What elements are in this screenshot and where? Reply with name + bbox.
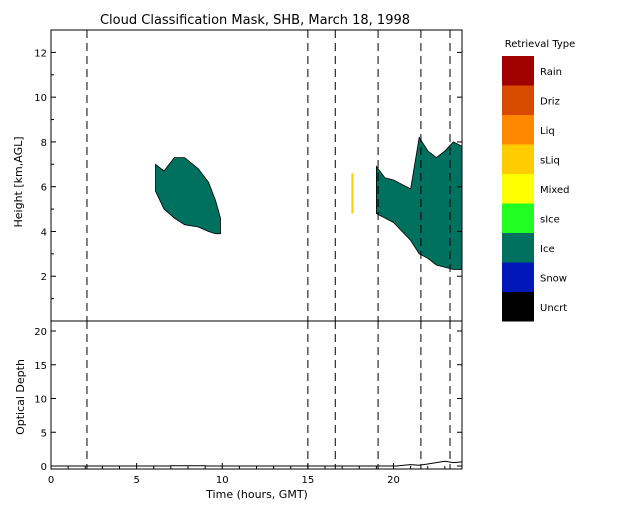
legend-items: Rain Driz Liq sLiq Mixed sIce Ice Snow Uncrt — [502, 56, 570, 322]
height-tick-label: 10 — [34, 93, 47, 104]
optical-depth-tick-label: 0 — [41, 462, 47, 473]
optical-depth-ticks: 0 5 10 15 20 — [34, 327, 462, 473]
legend-swatch-driz — [502, 85, 534, 115]
time-tick-label: 10 — [216, 475, 229, 486]
legend-swatch-sice — [502, 203, 534, 233]
legend-label-mixed: Mixed — [540, 185, 570, 196]
bottom-panel: 0 5 10 15 20 0 5 10 15 20 Optical Depth Time (ho… — [14, 320, 463, 501]
height-tick-label: 6 — [41, 183, 47, 194]
chart-title: Cloud Classification Mask, SHB, March 18… — [100, 13, 410, 28]
optical-depth-tick-label: 10 — [34, 395, 47, 406]
optical-depth-tick-label: 5 — [41, 428, 47, 439]
legend-label-sliq: sLiq — [540, 155, 560, 166]
height-ticks: 2 4 6 8 10 12 — [34, 48, 462, 300]
vertical-dashed-lines — [86, 30, 451, 321]
time-ticks: 0 5 10 15 20 — [48, 463, 446, 486]
legend-swatch-liq — [502, 115, 534, 145]
legend-label-ice: Ice — [540, 244, 555, 255]
legend-swatch-ice — [502, 233, 534, 263]
time-tick-label: 15 — [302, 475, 315, 486]
time-tick-label: 5 — [133, 475, 139, 486]
height-tick-label: 4 — [41, 227, 47, 238]
time-tick-label: 20 — [387, 475, 400, 486]
height-tick-label: 2 — [41, 272, 47, 283]
legend-label-driz: Driz — [540, 96, 560, 107]
legend-label-rain: Rain — [540, 67, 562, 78]
cloud-region-ice-0 — [155, 157, 221, 235]
legend-label-snow: Snow — [540, 273, 567, 284]
legend-label-liq: Liq — [540, 126, 555, 137]
optical-depth-line — [51, 460, 463, 467]
optical-depth-axis-label: Optical Depth — [14, 359, 27, 435]
legend-swatch-sliq — [502, 144, 534, 174]
optical-depth-tick-label: 20 — [34, 327, 47, 338]
time-tick-label: 0 — [48, 475, 54, 486]
legend: Retrieval Type Rain Driz Liq sLiq Mixed sIce I… — [502, 39, 575, 322]
legend-swatch-uncrt — [502, 292, 534, 322]
legend-swatch-rain — [502, 56, 534, 86]
legend-label-sice: sIce — [540, 214, 560, 225]
legend-title: Retrieval Type — [505, 39, 576, 50]
height-tick-label: 12 — [34, 48, 47, 59]
height-tick-label: 8 — [41, 138, 47, 149]
cloud-fill-layer — [155, 136, 463, 270]
legend-swatch-snow — [502, 262, 534, 292]
time-axis-label: Time (hours, GMT) — [205, 488, 308, 501]
legend-swatch-mixed — [502, 174, 534, 204]
top-plot-frame — [50, 29, 463, 322]
optical-depth-tick-label: 15 — [34, 361, 47, 372]
legend-label-uncrt: Uncrt — [540, 303, 567, 314]
height-axis-label: Height [km,AGL] — [12, 136, 25, 227]
bottom-plot-frame — [50, 320, 463, 470]
top-panel: 2 4 6 8 10 12 Height [km,AGL] — [12, 29, 463, 322]
vertical-dashed-lines-bottom — [86, 321, 451, 469]
cloud-region-ice-1 — [375, 136, 463, 270]
